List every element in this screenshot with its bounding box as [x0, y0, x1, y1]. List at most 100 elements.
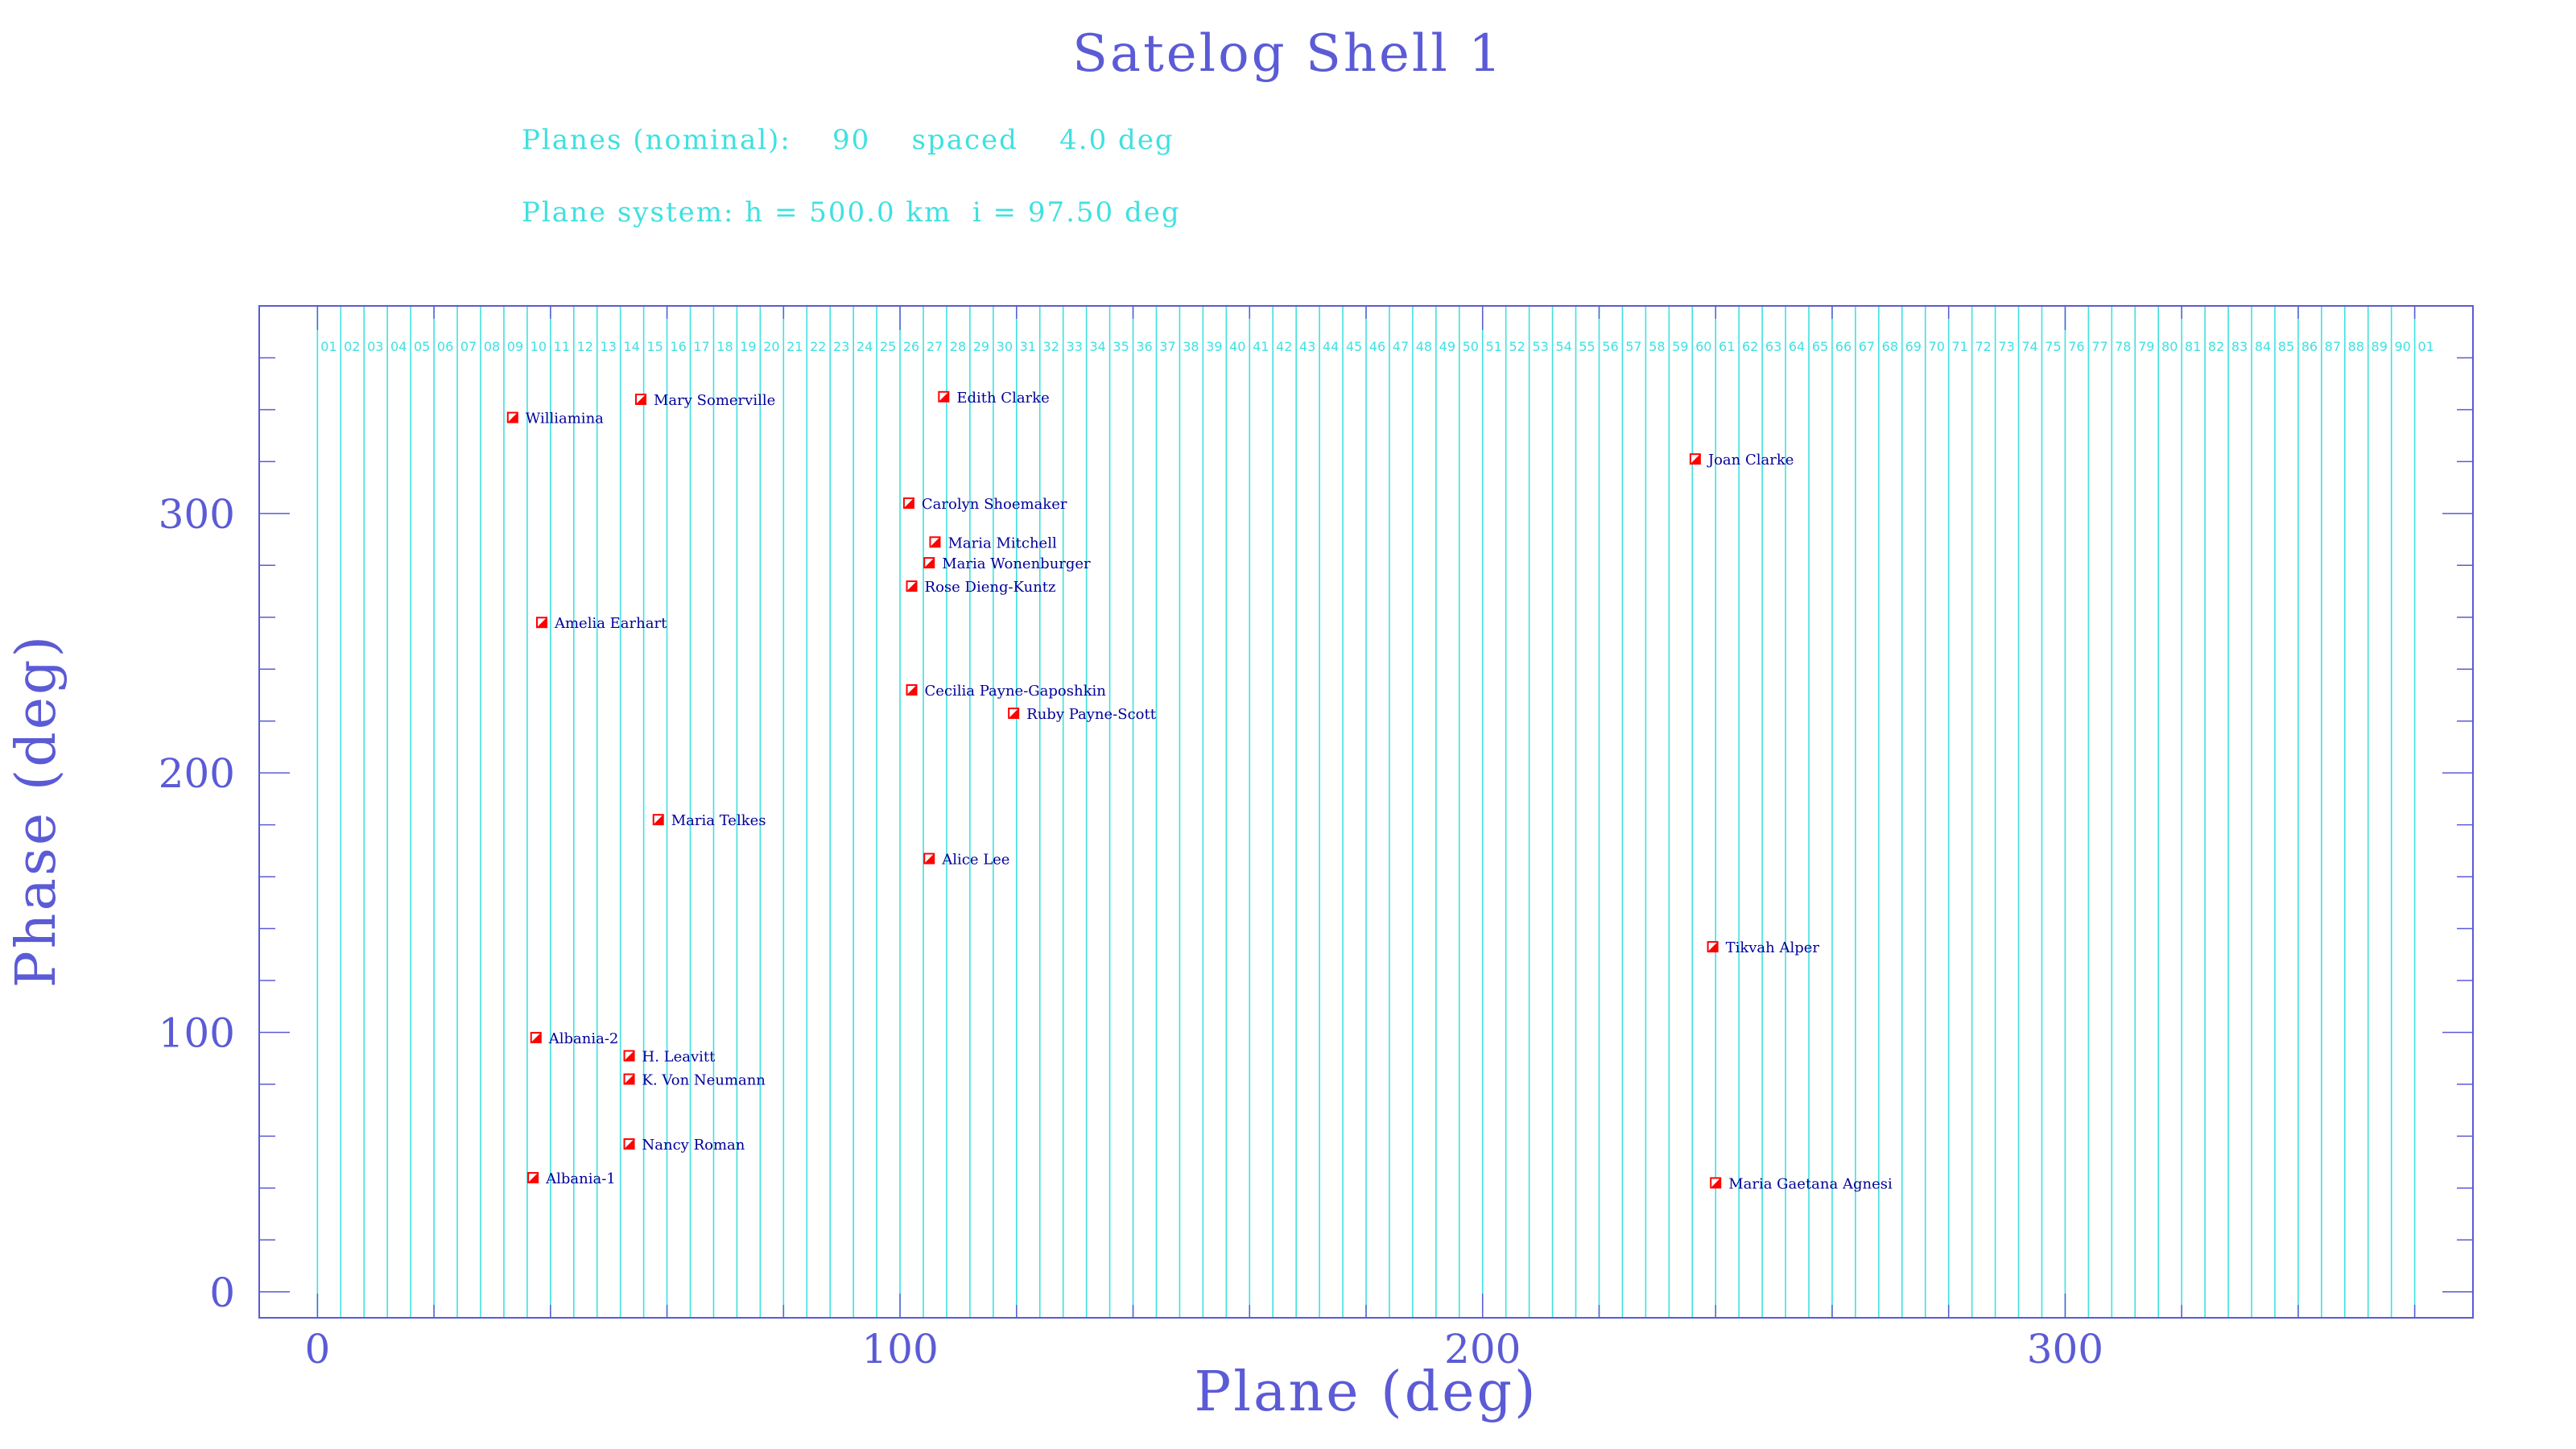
plane-label: 27 — [927, 339, 943, 354]
satellite-point: Rose Dieng-Kuntz — [906, 579, 1056, 596]
satellite-marker-fill — [653, 815, 663, 825]
x-tick-label: 0 — [304, 1326, 330, 1373]
satellite-marker-fill — [924, 558, 935, 568]
y-tick-label: 100 — [159, 1009, 235, 1056]
satellite-label: Albania-2 — [548, 1030, 619, 1047]
plane-label: 57 — [1625, 339, 1641, 354]
plane-label: 06 — [437, 339, 453, 354]
plane-label: 73 — [1998, 339, 2014, 354]
plane-label: 41 — [1253, 339, 1269, 354]
satellite-marker-fill — [528, 1172, 539, 1183]
satellite-point: Joan Clarke — [1689, 452, 1794, 469]
plane-label: 53 — [1532, 339, 1548, 354]
plane-label: 02 — [344, 339, 360, 354]
satellite-label: Cecilia Payne-Gaposhkin — [925, 683, 1107, 700]
plane-label: 64 — [1789, 339, 1805, 354]
plane-label: 30 — [997, 339, 1013, 354]
plane-label: 01 — [2417, 339, 2434, 354]
y-tick-label: 200 — [159, 750, 235, 797]
plane-label: 72 — [1975, 339, 1991, 354]
plane-label: 66 — [1835, 339, 1852, 354]
plane-label: 21 — [786, 339, 803, 354]
satellite-label: Maria Telkes — [671, 812, 766, 829]
plane-label: 19 — [740, 339, 756, 354]
plane-label: 45 — [1346, 339, 1362, 354]
satellite-point: Edith Clarke — [938, 390, 1050, 407]
satellite-marker-fill — [1711, 1178, 1721, 1188]
plane-label: 71 — [1952, 339, 1968, 354]
y-tick-label: 300 — [159, 491, 235, 538]
plane-label: 38 — [1183, 339, 1199, 354]
plane-lines — [316, 307, 2416, 1317]
axis-tick-labels: 0 100 200 300 0 100 200 300 — [159, 491, 2104, 1373]
satellite-point: Amelia Earhart — [535, 615, 667, 632]
plane-label: 04 — [390, 339, 407, 354]
plane-label: 81 — [2185, 339, 2201, 354]
plane-label: 24 — [857, 339, 873, 354]
satellite-marker-fill — [536, 617, 547, 628]
satellite-point: H. Leavitt — [623, 1048, 716, 1065]
plane-label: 78 — [2115, 339, 2131, 354]
plane-label: 18 — [716, 339, 733, 354]
satellite-label: Ruby Payne-Scott — [1026, 706, 1157, 723]
plane-label: 44 — [1323, 339, 1339, 354]
satellite-point: Albania-1 — [527, 1170, 616, 1187]
satellite-marker-fill — [924, 853, 935, 864]
satellite-points: Williamina Mary Somerville Edith Clarke Joa… — [506, 390, 1893, 1192]
plane-label: 58 — [1649, 339, 1665, 354]
plane-label: 47 — [1393, 339, 1409, 354]
plane-label: 08 — [484, 339, 500, 354]
satellite-label: Albania-1 — [545, 1170, 616, 1187]
satellite-label: Maria Gaetana Agnesi — [1728, 1175, 1893, 1192]
plane-label: 37 — [1159, 339, 1175, 354]
plane-label: 07 — [460, 339, 477, 354]
plane-label: 14 — [624, 339, 640, 354]
satellite-marker-fill — [624, 1139, 634, 1150]
plane-label: 09 — [507, 339, 523, 354]
satellite-label: Mary Somerville — [654, 392, 775, 409]
satellite-marker-fill — [903, 497, 914, 508]
satellite-marker-fill — [930, 537, 940, 547]
plane-label: 76 — [2068, 339, 2084, 354]
planes-nominal-info: Planes (nominal): 90 spaced 4.0 deg — [522, 124, 1174, 156]
plane-label: 01 — [320, 339, 336, 354]
plane-label: 87 — [2325, 339, 2341, 354]
plane-label: 54 — [1555, 339, 1571, 354]
plane-label: 42 — [1276, 339, 1292, 354]
x-tick-label: 200 — [1444, 1326, 1521, 1373]
plane-label: 28 — [950, 339, 966, 354]
plane-label: 68 — [1882, 339, 1898, 354]
satellite-marker-fill — [1707, 942, 1718, 952]
plane-label: 65 — [1812, 339, 1828, 354]
plane-label: 60 — [1695, 339, 1711, 354]
satellite-marker-fill — [530, 1032, 541, 1042]
plane-label: 05 — [414, 339, 430, 354]
satellite-label: K. Von Neumann — [642, 1071, 766, 1088]
satellite-point: Ruby Payne-Scott — [1008, 706, 1157, 723]
satellite-point: Maria Mitchell — [929, 535, 1057, 551]
page-title: Satelog Shell 1 — [1072, 24, 1504, 84]
plane-label: 80 — [2161, 339, 2178, 354]
satellite-marker-fill — [1009, 708, 1019, 719]
satellite-label: Williamina — [526, 411, 604, 427]
satellite-point: Tikvah Alper — [1707, 939, 1819, 956]
plane-label: 03 — [367, 339, 383, 354]
plane-label: 23 — [833, 339, 849, 354]
satellite-label: Maria Mitchell — [947, 535, 1056, 551]
satellite-marker-fill — [939, 391, 949, 402]
plane-label: 62 — [1742, 339, 1758, 354]
plane-label: 32 — [1043, 339, 1059, 354]
satellite-point: Maria Telkes — [652, 812, 766, 829]
plane-label: 77 — [2091, 339, 2107, 354]
y-axis-label: Phase (deg) — [5, 634, 68, 988]
satellite-point: Cecilia Payne-Gaposhkin — [906, 683, 1107, 700]
plane-label: 29 — [973, 339, 989, 354]
plane-label: 61 — [1719, 339, 1735, 354]
plane-label: 20 — [763, 339, 779, 354]
plane-label: 51 — [1486, 339, 1502, 354]
satellite-point: Williamina — [506, 411, 604, 427]
satellite-point: Carolyn Shoemaker — [902, 496, 1067, 513]
plane-labels: 01 02 03 04 05 06 07 08 09 10 11 12 13 14 15 16 17 18 19 20… — [320, 339, 2434, 354]
plane-label: 33 — [1067, 339, 1083, 354]
